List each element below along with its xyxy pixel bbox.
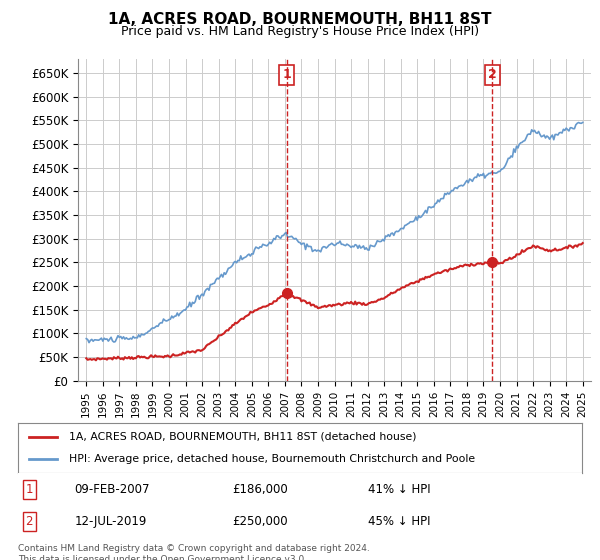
Text: 41% ↓ HPI: 41% ↓ HPI xyxy=(368,483,430,496)
Text: £186,000: £186,000 xyxy=(232,483,288,496)
Text: 1: 1 xyxy=(26,483,33,496)
Text: £250,000: £250,000 xyxy=(232,515,288,528)
Text: 45% ↓ HPI: 45% ↓ HPI xyxy=(368,515,430,528)
Text: 1A, ACRES ROAD, BOURNEMOUTH, BH11 8ST (detached house): 1A, ACRES ROAD, BOURNEMOUTH, BH11 8ST (d… xyxy=(69,432,416,442)
Text: 12-JUL-2019: 12-JUL-2019 xyxy=(74,515,147,528)
Text: HPI: Average price, detached house, Bournemouth Christchurch and Poole: HPI: Average price, detached house, Bour… xyxy=(69,454,475,464)
Text: 2: 2 xyxy=(488,68,497,81)
Text: Contains HM Land Registry data © Crown copyright and database right 2024.
This d: Contains HM Land Registry data © Crown c… xyxy=(18,544,370,560)
Text: 09-FEB-2007: 09-FEB-2007 xyxy=(74,483,150,496)
Text: 2: 2 xyxy=(26,515,33,528)
Text: Price paid vs. HM Land Registry's House Price Index (HPI): Price paid vs. HM Land Registry's House … xyxy=(121,25,479,38)
Text: 1A, ACRES ROAD, BOURNEMOUTH, BH11 8ST: 1A, ACRES ROAD, BOURNEMOUTH, BH11 8ST xyxy=(108,12,492,27)
Text: 1: 1 xyxy=(283,68,291,81)
